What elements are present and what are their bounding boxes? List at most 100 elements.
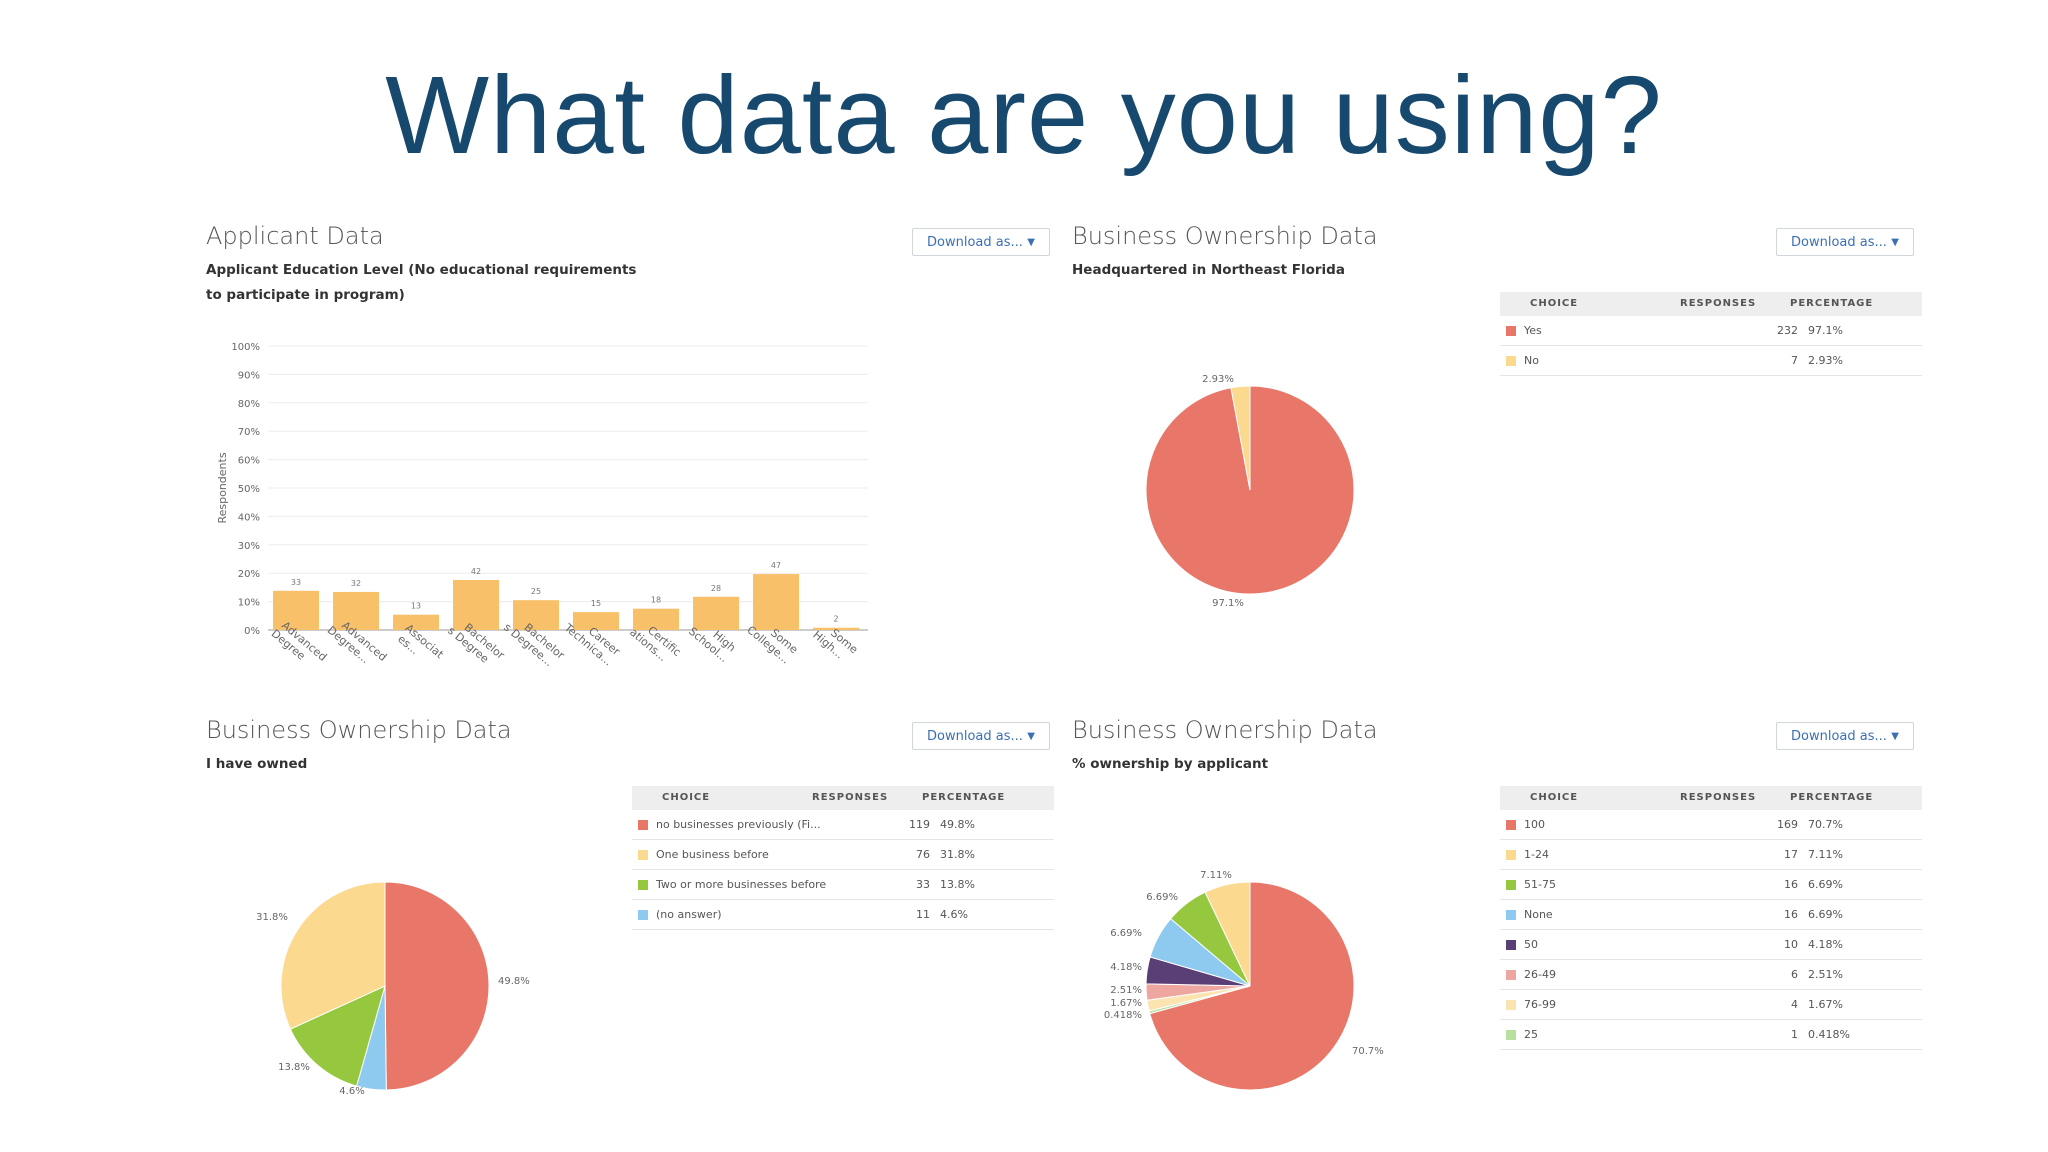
table-row: 1-24 17 7.11% (1500, 840, 1922, 870)
y-tick-label: 30% (238, 541, 260, 552)
cell-choice: 100 (1524, 818, 1545, 831)
panel-title-owned: Business Ownership Data (206, 716, 512, 744)
cell-percentage: 4.18% (1808, 938, 1843, 951)
y-tick-label: 70% (238, 427, 260, 438)
column-header-choice: CHOICE (1530, 792, 1579, 803)
column-header-choice: CHOICE (662, 792, 711, 803)
subtitle-line: % ownership by applicant (1072, 756, 1269, 772)
pie-data-label: 6.69% (1146, 892, 1178, 903)
cell-percentage: 2.93% (1808, 354, 1843, 367)
cell-percentage: 6.69% (1808, 908, 1843, 921)
bar-chart-education: Respondents 0% 10% 20% 30% 40% 50% 60% 70% 80% 90%… (216, 342, 868, 669)
caret-down-icon: ▼ (1891, 731, 1899, 742)
column-header-resp: RESPONSES (1680, 792, 1757, 803)
pie-slice (1230, 385, 1251, 491)
caret-down-icon: ▼ (1891, 237, 1899, 248)
download-button-ownership[interactable]: Download as... ▼ (1776, 722, 1914, 750)
table-row: 26-49 6 2.51% (1500, 960, 1922, 990)
cell-choice: 76-99 (1524, 998, 1556, 1011)
download-label: Download as... (1791, 235, 1887, 250)
bar-data-label: 28 (711, 584, 721, 593)
pie-slice (1149, 881, 1355, 1091)
download-button-hq[interactable]: Download as... ▼ (1776, 228, 1914, 256)
cell-responses: 169 (1777, 818, 1798, 831)
cell-choice: 50 (1524, 938, 1538, 951)
subtitle-line: I have owned (206, 756, 308, 772)
panel-title-ownership: Business Ownership Data (1072, 716, 1378, 744)
bar-data-label: 32 (351, 579, 361, 588)
pie-data-label: 97.1% (1212, 598, 1244, 609)
bar-data-label: 42 (471, 567, 481, 576)
subtitle-line: Headquartered in Northeast Florida (1072, 262, 1345, 278)
table-header: CHOICE RESPONSES PERCENTAGE (1500, 292, 1922, 316)
pie-data-label: 7.11% (1200, 870, 1232, 881)
cell-choice: No (1524, 354, 1539, 367)
legend-swatch (1506, 820, 1516, 830)
table-hq: CHOICE RESPONSES PERCENTAGE Yes 232 97.1% No 7 2… (1500, 292, 1922, 376)
y-tick-label: 50% (238, 484, 260, 495)
cell-percentage: 49.8% (940, 818, 975, 831)
cell-responses: 4 (1791, 998, 1798, 1011)
pie-chart-ownership: 70.7% 0.418%1.67% 2.51% 4.18% 6.69% 6.69% 7.11… (1104, 870, 1384, 1091)
x-tick-label: SomeHigh... (810, 626, 860, 661)
cell-choice: 26-49 (1524, 968, 1556, 981)
cell-responses: 17 (1784, 848, 1798, 861)
legend-swatch (1506, 1030, 1516, 1040)
download-button-applicant[interactable]: Download as... ▼ (912, 228, 1050, 256)
cell-choice: no businesses previously (Fi... (656, 818, 821, 831)
cell-choice: None (1524, 908, 1553, 921)
pie-chart-hq: 97.1% 2.93% (1145, 374, 1355, 609)
legend-swatch (1506, 1000, 1516, 1010)
pie-slice (289, 985, 386, 1087)
column-header-resp: RESPONSES (1680, 298, 1757, 309)
cell-responses: 10 (1784, 938, 1798, 951)
cell-responses: 76 (916, 848, 930, 861)
cell-percentage: 13.8% (940, 878, 975, 891)
bar-data-label: 33 (291, 578, 301, 587)
cell-percentage: 31.8% (940, 848, 975, 861)
cell-choice: Two or more businesses before (656, 878, 827, 891)
pie-data-label: 2.93% (1202, 374, 1234, 385)
download-button-owned[interactable]: Download as... ▼ (912, 722, 1050, 750)
bar-data-label: 15 (591, 599, 601, 608)
bar (813, 627, 859, 630)
pie-data-label: 0.418% (1104, 1010, 1142, 1021)
pie-slice (1204, 881, 1251, 987)
cell-responses: 7 (1791, 354, 1798, 367)
pie-data-label: 4.18% (1110, 962, 1142, 973)
y-tick-label: 20% (238, 569, 260, 580)
pie-data-label: 13.8% (278, 1062, 310, 1073)
table-owned: CHOICE RESPONSES PERCENTAGE no businesses p… (632, 786, 1054, 930)
pie-data-label: 2.51% (1110, 985, 1142, 996)
table-row: 50 10 4.18% (1500, 930, 1922, 960)
table-row: no businesses previously (Fi... 119 49.8% (632, 810, 1054, 840)
slide-title: What data are you using? (385, 54, 1663, 177)
pie-data-label: 49.8% (498, 976, 530, 987)
bar (573, 612, 619, 630)
table-row: One business before 76 31.8% (632, 840, 1054, 870)
legend-swatch (638, 820, 648, 830)
caret-down-icon: ▼ (1027, 731, 1035, 742)
bar (333, 591, 379, 630)
legend-swatch (1506, 910, 1516, 920)
subtitle-line: Applicant Education Level (No educationa… (206, 262, 637, 278)
cell-percentage: 6.69% (1808, 878, 1843, 891)
cell-responses: 119 (909, 818, 930, 831)
cell-percentage: 70.7% (1808, 818, 1843, 831)
legend-swatch (1506, 356, 1516, 366)
column-header-pct: PERCENTAGE (1790, 792, 1874, 803)
legend-swatch (638, 910, 648, 920)
panel-subtitle-owned: I have owned (206, 752, 307, 777)
cell-choice: Yes (1524, 324, 1542, 337)
legend-swatch (1506, 850, 1516, 860)
cell-choice: 51-75 (1524, 878, 1556, 891)
table-row: No 7 2.93% (1500, 346, 1922, 376)
pie-data-label: 70.7% (1352, 1046, 1384, 1057)
bar-data-label: 2 (833, 615, 838, 624)
table-row: 51-75 16 6.69% (1500, 870, 1922, 900)
table-header: CHOICE RESPONSES PERCENTAGE (632, 786, 1054, 810)
table-ownership: CHOICE RESPONSES PERCENTAGE 100 169 70.7% 1-24… (1500, 786, 1922, 1050)
table-row: 25 1 0.418% (1500, 1020, 1922, 1050)
bar (273, 590, 319, 630)
cell-choice: 1-24 (1524, 848, 1549, 861)
